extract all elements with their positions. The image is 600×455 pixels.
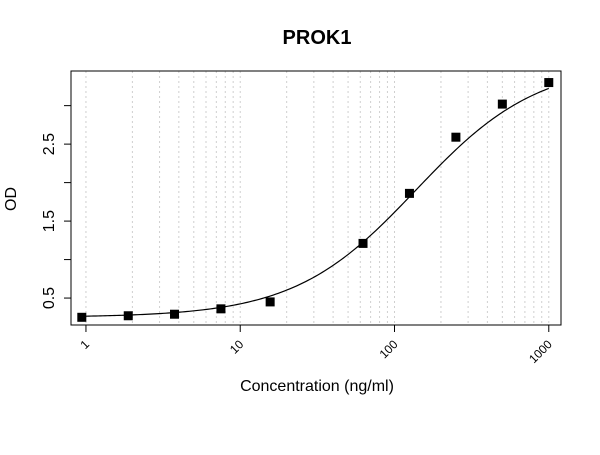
x-tick-label: 1 <box>77 337 92 352</box>
data-point <box>544 78 554 88</box>
data-point <box>170 309 180 319</box>
x-tick-label: 1000 <box>526 337 555 366</box>
fit-curve-line <box>81 87 549 317</box>
data-point <box>123 311 133 321</box>
y-axis: 0.5 1.5 2.5 <box>41 105 71 309</box>
x-axis-label: Concentration (ng/ml) <box>240 378 394 395</box>
points-layer <box>77 78 554 322</box>
grid-layer <box>85 71 550 325</box>
plot-frame <box>70 70 562 326</box>
data-point <box>358 238 368 248</box>
y-axis-label: OD <box>3 187 20 211</box>
data-point <box>451 132 461 142</box>
data-point <box>497 99 507 109</box>
data-point <box>77 312 87 322</box>
data-point <box>404 188 414 198</box>
chart-title: PROK1 <box>283 27 352 49</box>
data-point <box>265 297 275 307</box>
x-tick-label: 100 <box>377 337 401 361</box>
data-point <box>216 304 226 314</box>
y-tick-label: 0.5 <box>41 287 58 309</box>
y-tick-label: 1.5 <box>41 210 58 232</box>
x-tick-label: 10 <box>227 337 247 357</box>
x-axis: 1 10 100 1000 <box>77 325 555 366</box>
y-tick-label: 2.5 <box>41 133 58 155</box>
